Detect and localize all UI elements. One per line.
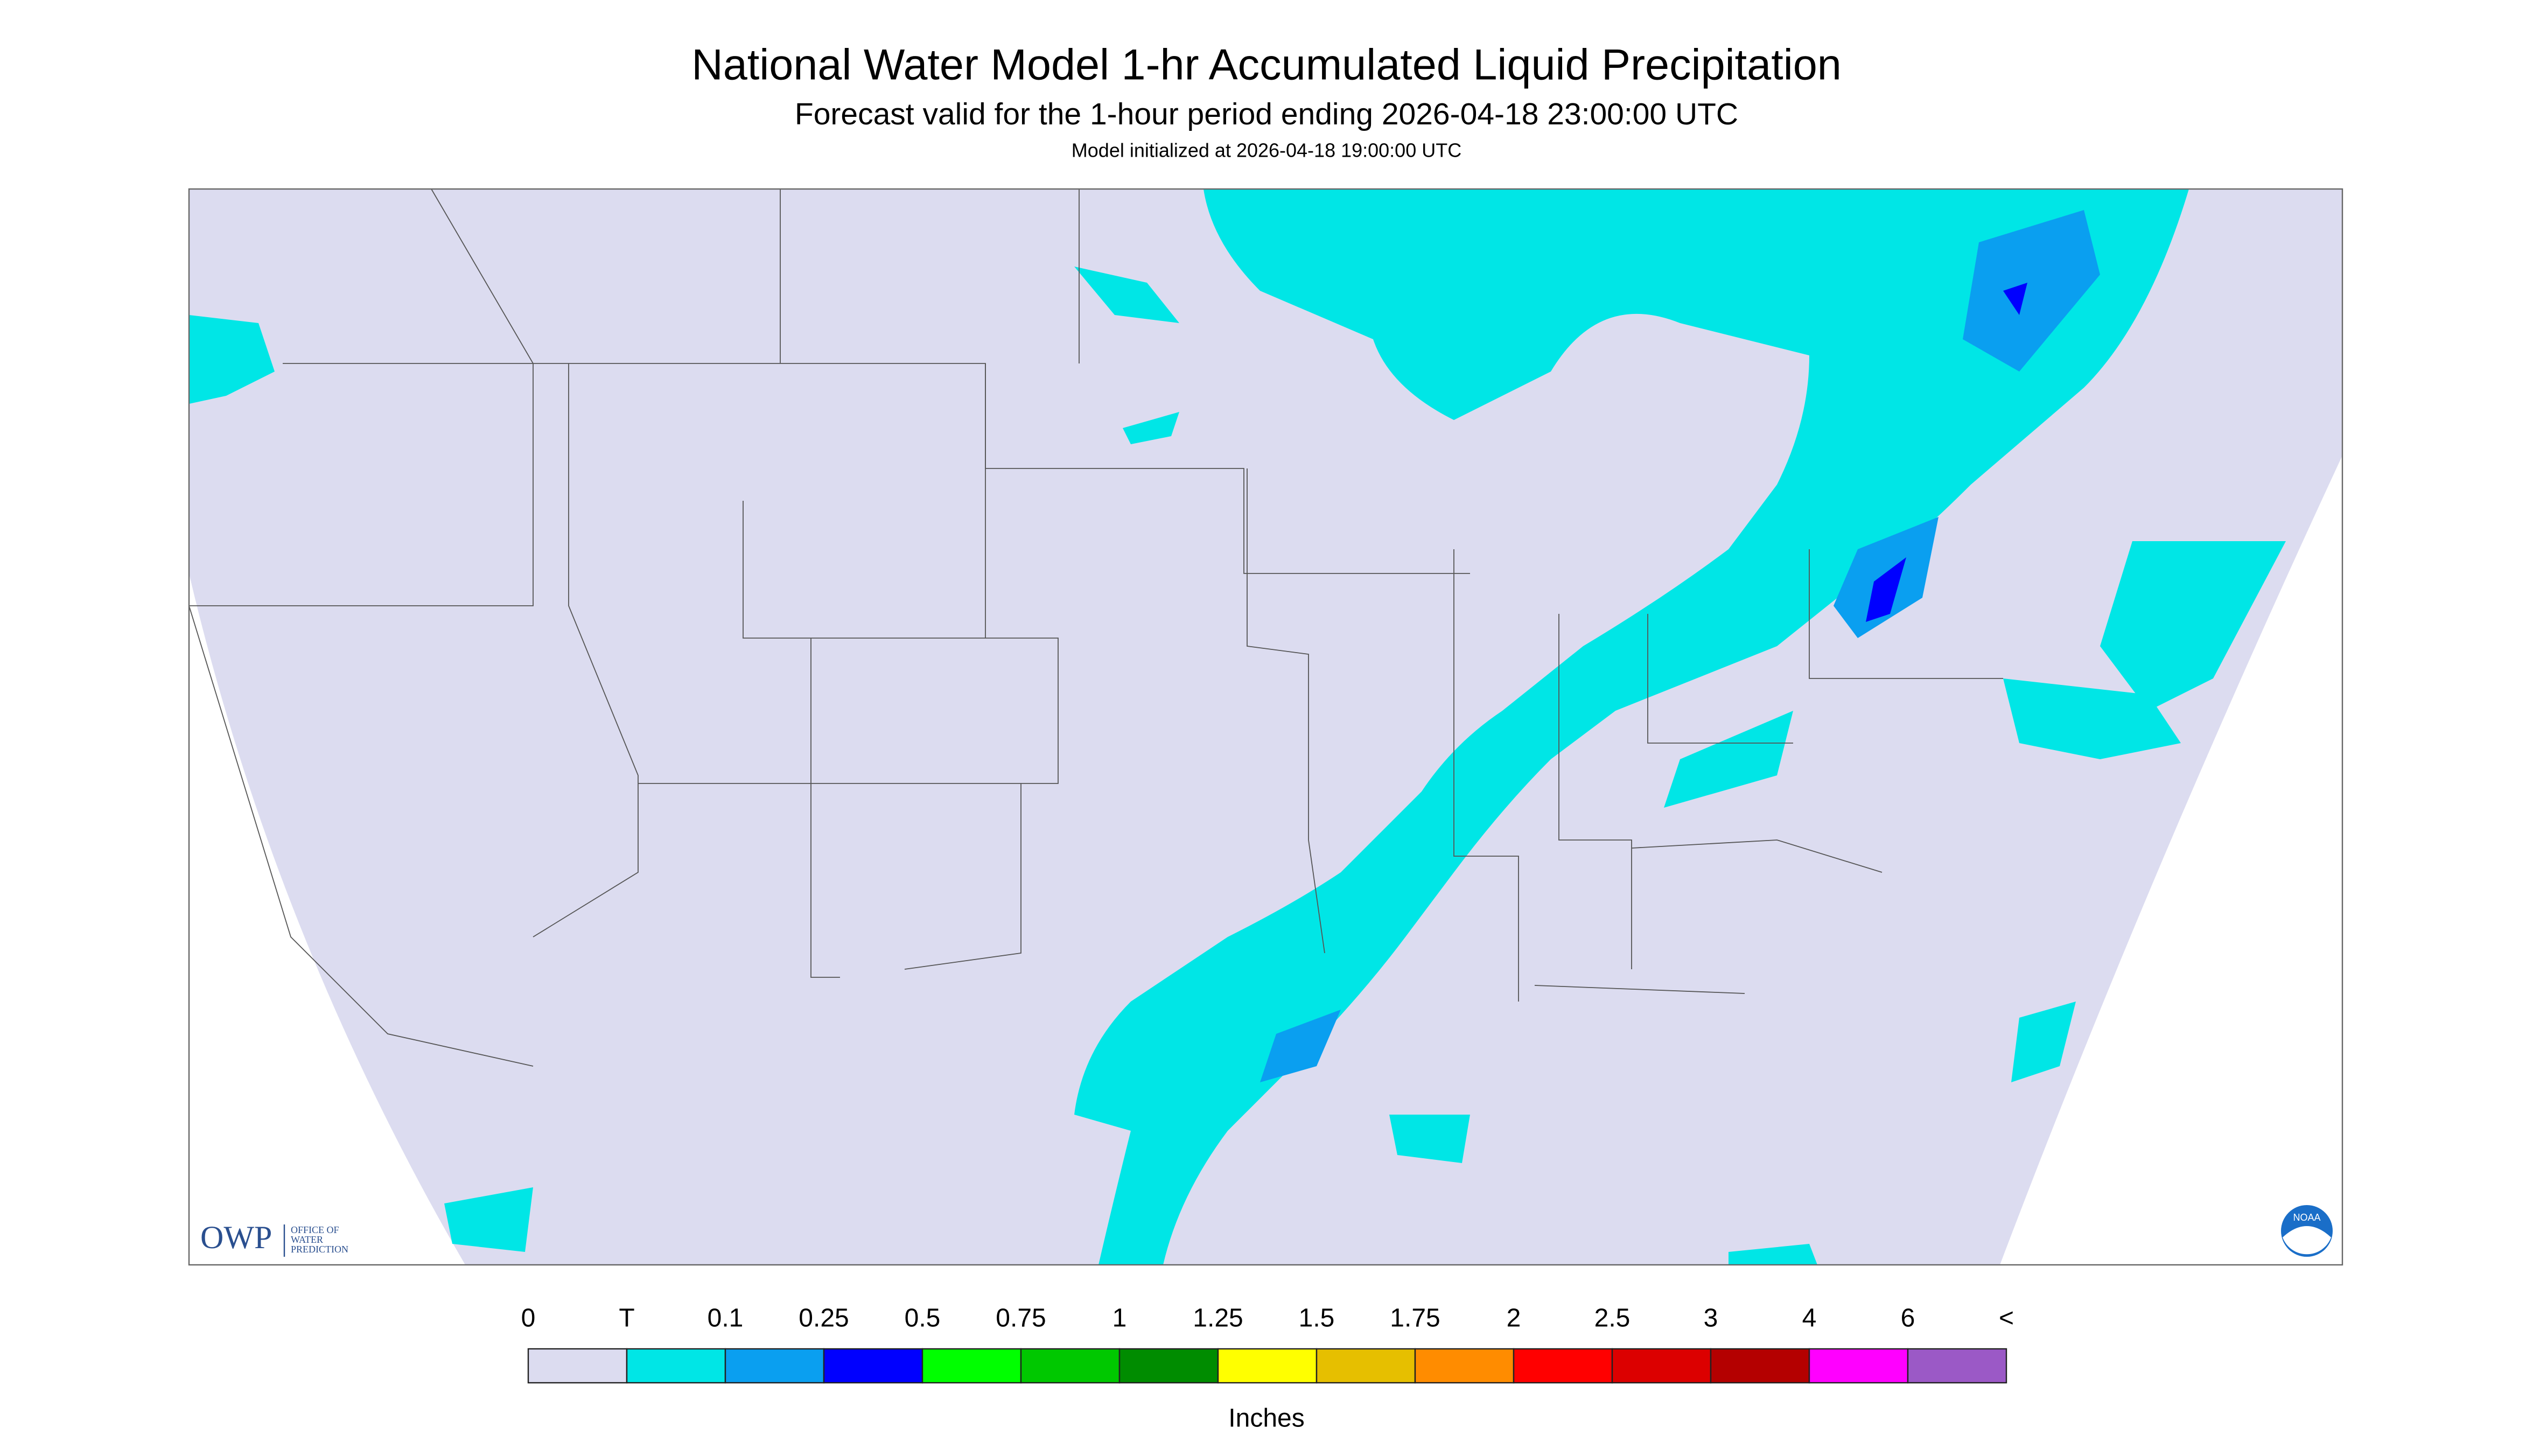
title: National Water Model 1-hr Accumulated Li… — [691, 40, 1842, 89]
legend-label: 1.5 — [1299, 1304, 1335, 1333]
legend-swatch — [1316, 1348, 1416, 1384]
legend-label: 0.25 — [799, 1304, 849, 1333]
precip-trace — [189, 189, 2286, 1265]
legend-unit: Inches — [1228, 1404, 1304, 1433]
legend-label: 0.1 — [708, 1304, 744, 1333]
legend-swatch — [1414, 1348, 1515, 1384]
legend-label: 1.75 — [1390, 1304, 1440, 1333]
legend-label: 2.5 — [1594, 1304, 1631, 1333]
subtitle: Forecast valid for the 1-hour period end… — [795, 97, 1738, 131]
noaa-wave — [2283, 1226, 2331, 1255]
legend-label: 1.25 — [1193, 1304, 1243, 1333]
legend-swatch — [1513, 1348, 1613, 1384]
legend-label: 1 — [1112, 1304, 1127, 1333]
legend-label: 3 — [1704, 1304, 1718, 1333]
legend-swatch — [1217, 1348, 1318, 1384]
init-note: Model initialized at 2026-04-18 19:00:00… — [1072, 139, 1461, 162]
map-frame — [188, 188, 2343, 1266]
legend-label: 0.75 — [996, 1304, 1046, 1333]
legend-swatch — [921, 1348, 1022, 1384]
legend: Inches 0 T 0.1 0.25 0.5 0.75 1 1.25 1.5 1.75 2 2.5 3… — [521, 1304, 2014, 1433]
owp-text: OFFICE OF — [291, 1224, 339, 1235]
legend-swatch — [527, 1348, 628, 1384]
owp-logo: OWP OFFICE OF WATER PREDICTION — [200, 1220, 348, 1257]
legend-swatch — [1020, 1348, 1121, 1384]
legend-swatch — [1907, 1348, 2007, 1384]
legend-label: 2 — [1507, 1304, 1521, 1333]
owp-text: WATER — [291, 1234, 323, 1245]
noaa-logo: NOAA — [2281, 1205, 2333, 1257]
noaa-text: NOAA — [2293, 1212, 2320, 1223]
legend-label: T — [619, 1304, 634, 1333]
owp-text: PREDICTION — [291, 1244, 348, 1255]
legend-label: < — [1999, 1304, 2014, 1333]
legend-swatch — [1611, 1348, 1712, 1384]
boundaries — [188, 188, 2003, 1067]
legend-label: 0.5 — [905, 1304, 941, 1333]
legend-label: 6 — [1901, 1304, 1915, 1333]
legend-swatch — [1808, 1348, 1909, 1384]
precip-heavy — [1866, 283, 2027, 622]
legend-label: 0 — [521, 1304, 536, 1333]
legend-swatch — [626, 1348, 726, 1384]
owp-mark: OWP — [200, 1220, 272, 1255]
legend-swatch — [724, 1348, 825, 1384]
legend-swatch — [823, 1348, 923, 1384]
legend-swatch — [1118, 1348, 1219, 1384]
map: OWP OFFICE OF WATER PREDICTION NOAA — [188, 188, 2343, 1266]
legend-label: 4 — [1802, 1304, 1817, 1333]
legend-swatch — [1710, 1348, 1810, 1384]
